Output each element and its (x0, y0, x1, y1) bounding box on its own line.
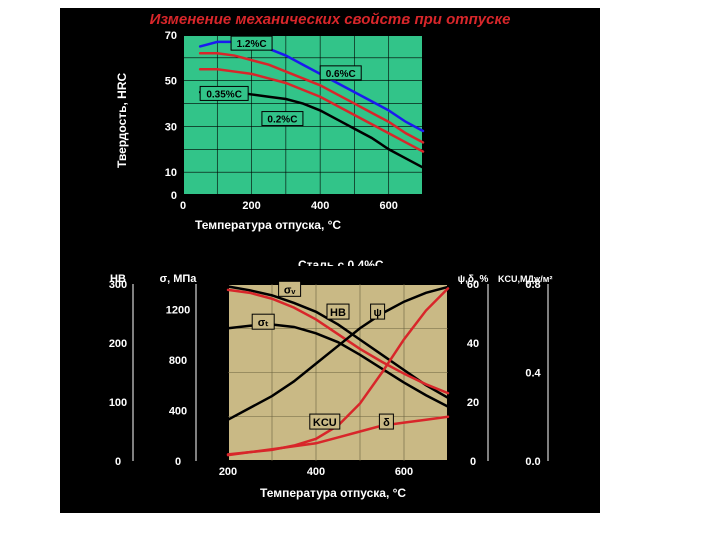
svg-text:0: 0 (171, 190, 177, 202)
svg-text:0.4: 0.4 (525, 368, 541, 380)
svg-text:1.2%C: 1.2%C (237, 39, 267, 50)
svg-text:400: 400 (311, 200, 329, 212)
svg-text:0.2%C: 0.2%C (267, 115, 297, 126)
svg-text:50: 50 (165, 76, 177, 88)
svg-text:σ, МПа: σ, МПа (160, 273, 198, 285)
svg-text:400: 400 (307, 466, 325, 478)
svg-text:HB: HB (330, 307, 346, 319)
svg-text:300: 300 (109, 279, 127, 291)
svg-text:δ: δ (383, 417, 390, 429)
svg-text:1200: 1200 (166, 304, 190, 316)
svg-text:600: 600 (380, 200, 398, 212)
svg-text:0.6%C: 0.6%C (326, 69, 356, 80)
slide: Изменение механических свойств при отпус… (60, 8, 600, 513)
svg-text:0.0: 0.0 (525, 456, 540, 468)
svg-text:800: 800 (169, 355, 187, 367)
top-x-axis-label: Температура отпуска, °С (195, 218, 341, 232)
top-y-axis-label: Твердость, HRC (115, 73, 129, 168)
svg-text:10: 10 (165, 167, 177, 179)
bot-chart: 200400600HBσ, МПа010020030004008001200ψ,… (78, 266, 578, 496)
svg-text:0: 0 (175, 456, 181, 468)
svg-text:KCU: KCU (313, 417, 337, 429)
svg-text:0: 0 (180, 200, 186, 212)
svg-text:200: 200 (219, 466, 237, 478)
svg-text:ψ: ψ (373, 307, 381, 319)
svg-text:σₜ: σₜ (258, 317, 269, 329)
svg-text:200: 200 (109, 338, 127, 350)
svg-text:0.35%C: 0.35%C (206, 89, 242, 100)
page-title: Изменение механических свойств при отпус… (60, 11, 600, 28)
bot-x-axis-label: Температура отпуска, °С (260, 486, 406, 500)
top-chart: 0 10 30 50 70 0 200 400 600 1.2%C 0.6%C 0.35%C 0.2%C (148, 30, 428, 240)
svg-text:200: 200 (242, 200, 260, 212)
svg-text:70: 70 (165, 30, 177, 42)
svg-text:0: 0 (470, 456, 476, 468)
svg-text:30: 30 (165, 121, 177, 133)
svg-text:0.8: 0.8 (525, 279, 540, 291)
svg-text:0: 0 (115, 456, 121, 468)
svg-text:σᵥ: σᵥ (284, 284, 297, 296)
svg-text:60: 60 (467, 279, 479, 291)
svg-text:600: 600 (395, 466, 413, 478)
svg-text:20: 20 (467, 397, 479, 409)
svg-text:40: 40 (467, 338, 479, 350)
svg-text:100: 100 (109, 397, 127, 409)
svg-text:400: 400 (169, 405, 187, 417)
